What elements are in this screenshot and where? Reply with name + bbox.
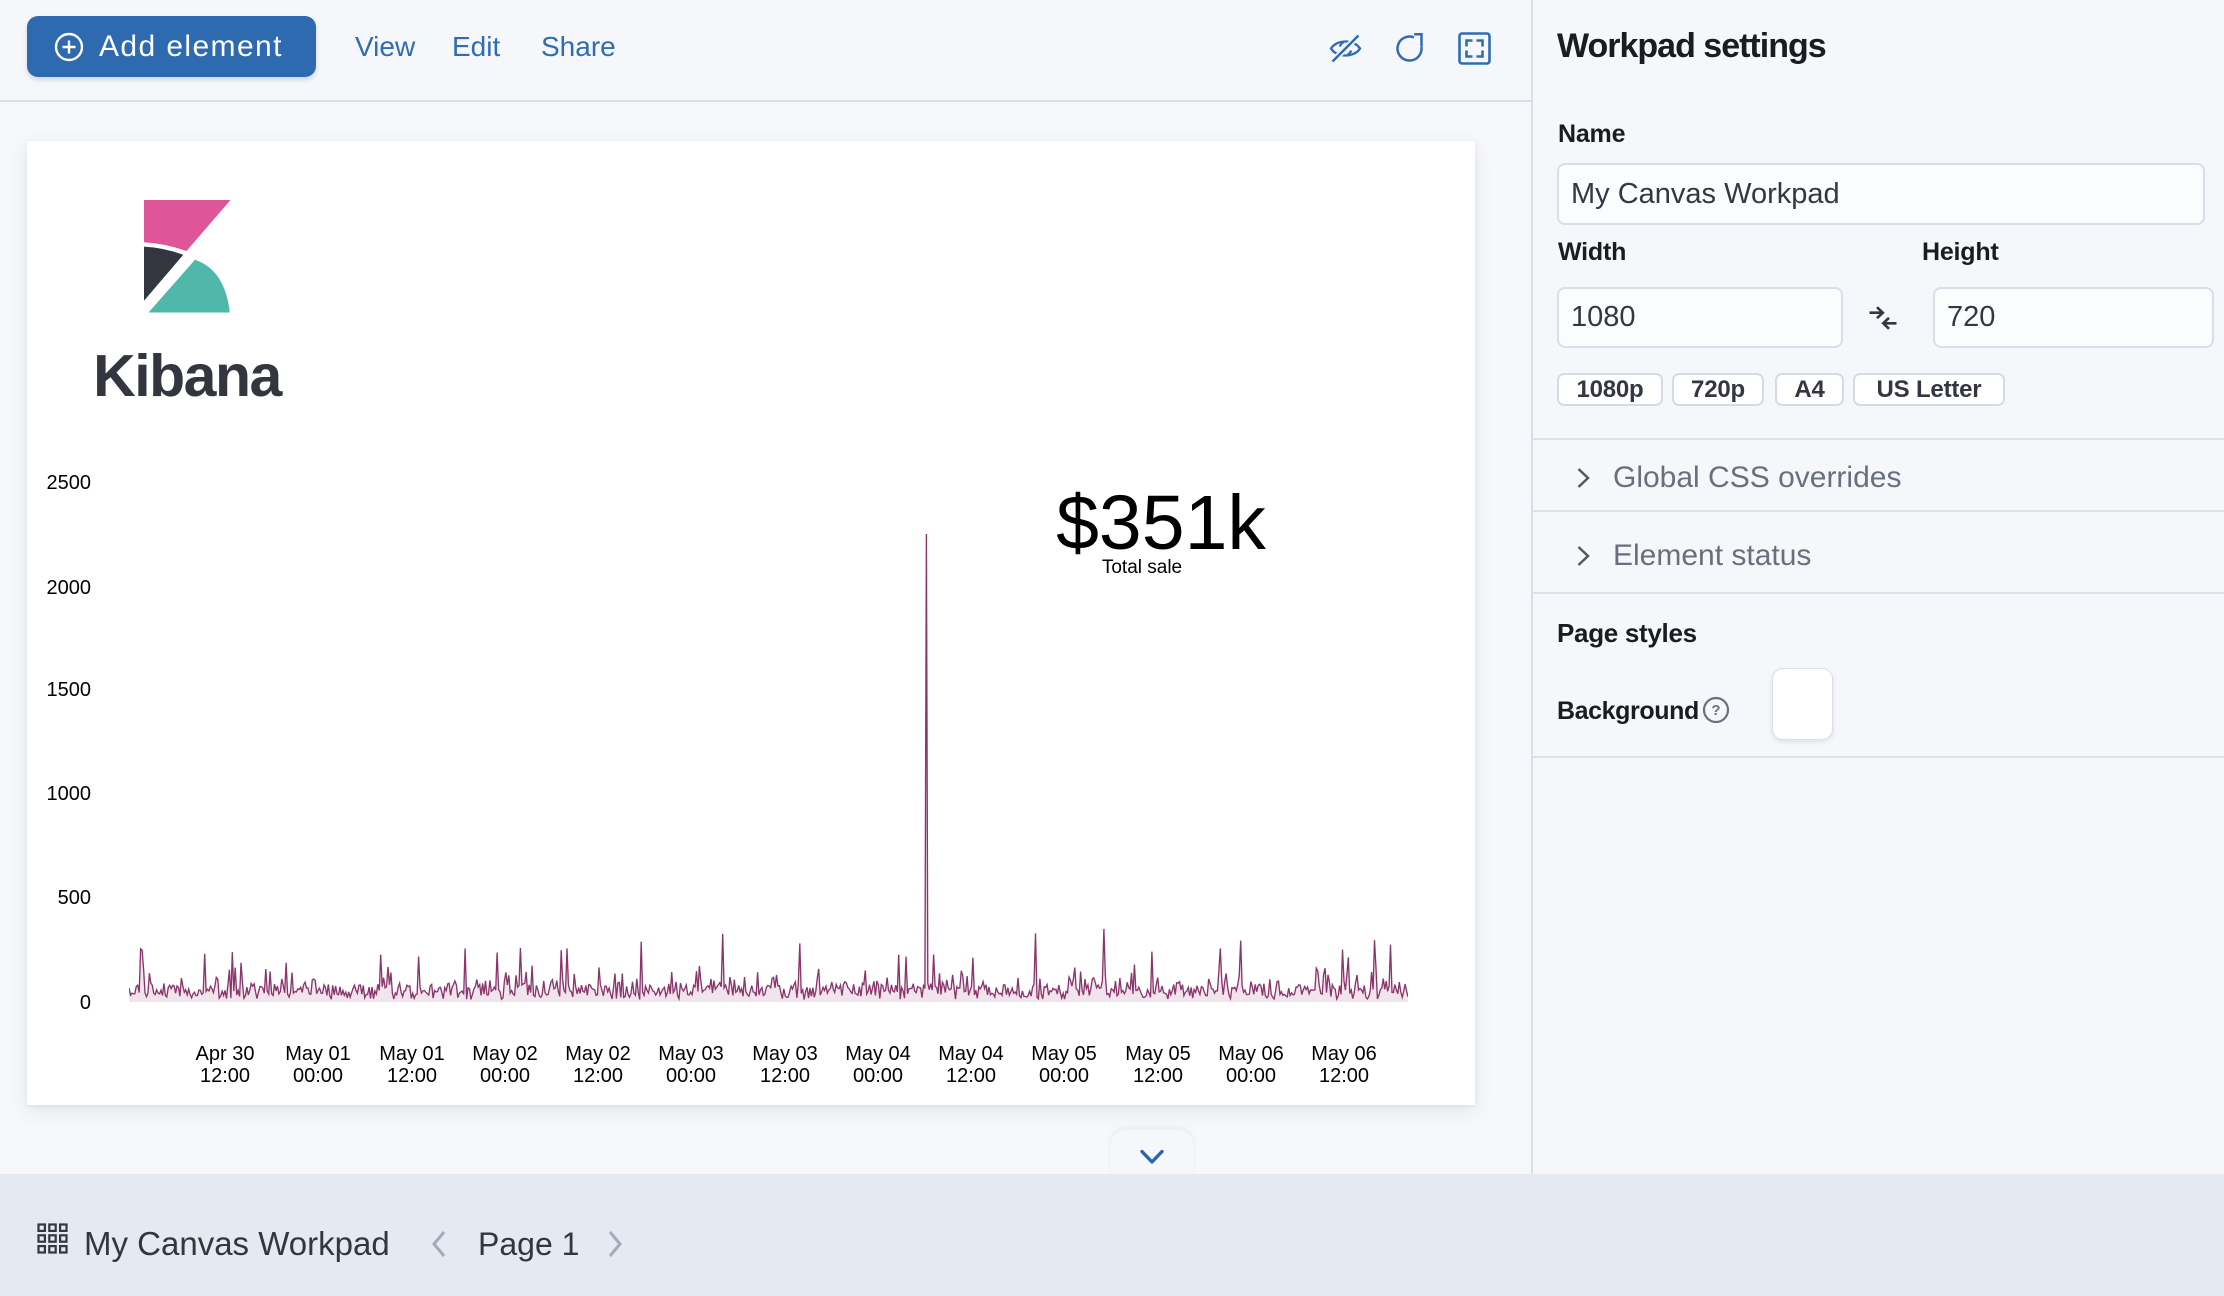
svg-text:?: ? [1711,702,1720,719]
